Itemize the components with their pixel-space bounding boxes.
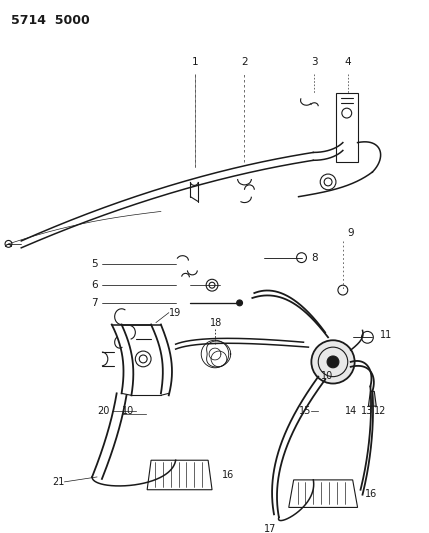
Text: 7: 7 [91, 298, 98, 308]
Text: 8: 8 [311, 253, 318, 263]
Circle shape [327, 356, 339, 368]
Polygon shape [369, 391, 376, 406]
Text: 5: 5 [91, 259, 98, 269]
Text: 14: 14 [345, 406, 357, 416]
Text: 2: 2 [241, 57, 248, 67]
Circle shape [311, 340, 355, 384]
Text: 19: 19 [169, 308, 181, 318]
Text: 4: 4 [344, 57, 351, 67]
Text: 6: 6 [91, 280, 98, 290]
Text: 10: 10 [121, 406, 134, 416]
Text: 16: 16 [222, 470, 234, 480]
Text: 5714  5000: 5714 5000 [12, 14, 90, 27]
Circle shape [237, 300, 242, 306]
Text: 9: 9 [348, 228, 354, 238]
Text: 11: 11 [380, 330, 393, 341]
Text: 20: 20 [97, 406, 109, 416]
Text: 18: 18 [210, 318, 222, 328]
Text: 3: 3 [311, 57, 318, 67]
Text: 10: 10 [321, 370, 333, 381]
Text: 12: 12 [374, 406, 387, 416]
Text: 17: 17 [263, 524, 276, 533]
Text: 13: 13 [360, 406, 373, 416]
Text: 21: 21 [53, 477, 65, 487]
Text: 1: 1 [192, 57, 199, 67]
Text: 15: 15 [299, 406, 311, 416]
Text: 16: 16 [365, 489, 377, 499]
